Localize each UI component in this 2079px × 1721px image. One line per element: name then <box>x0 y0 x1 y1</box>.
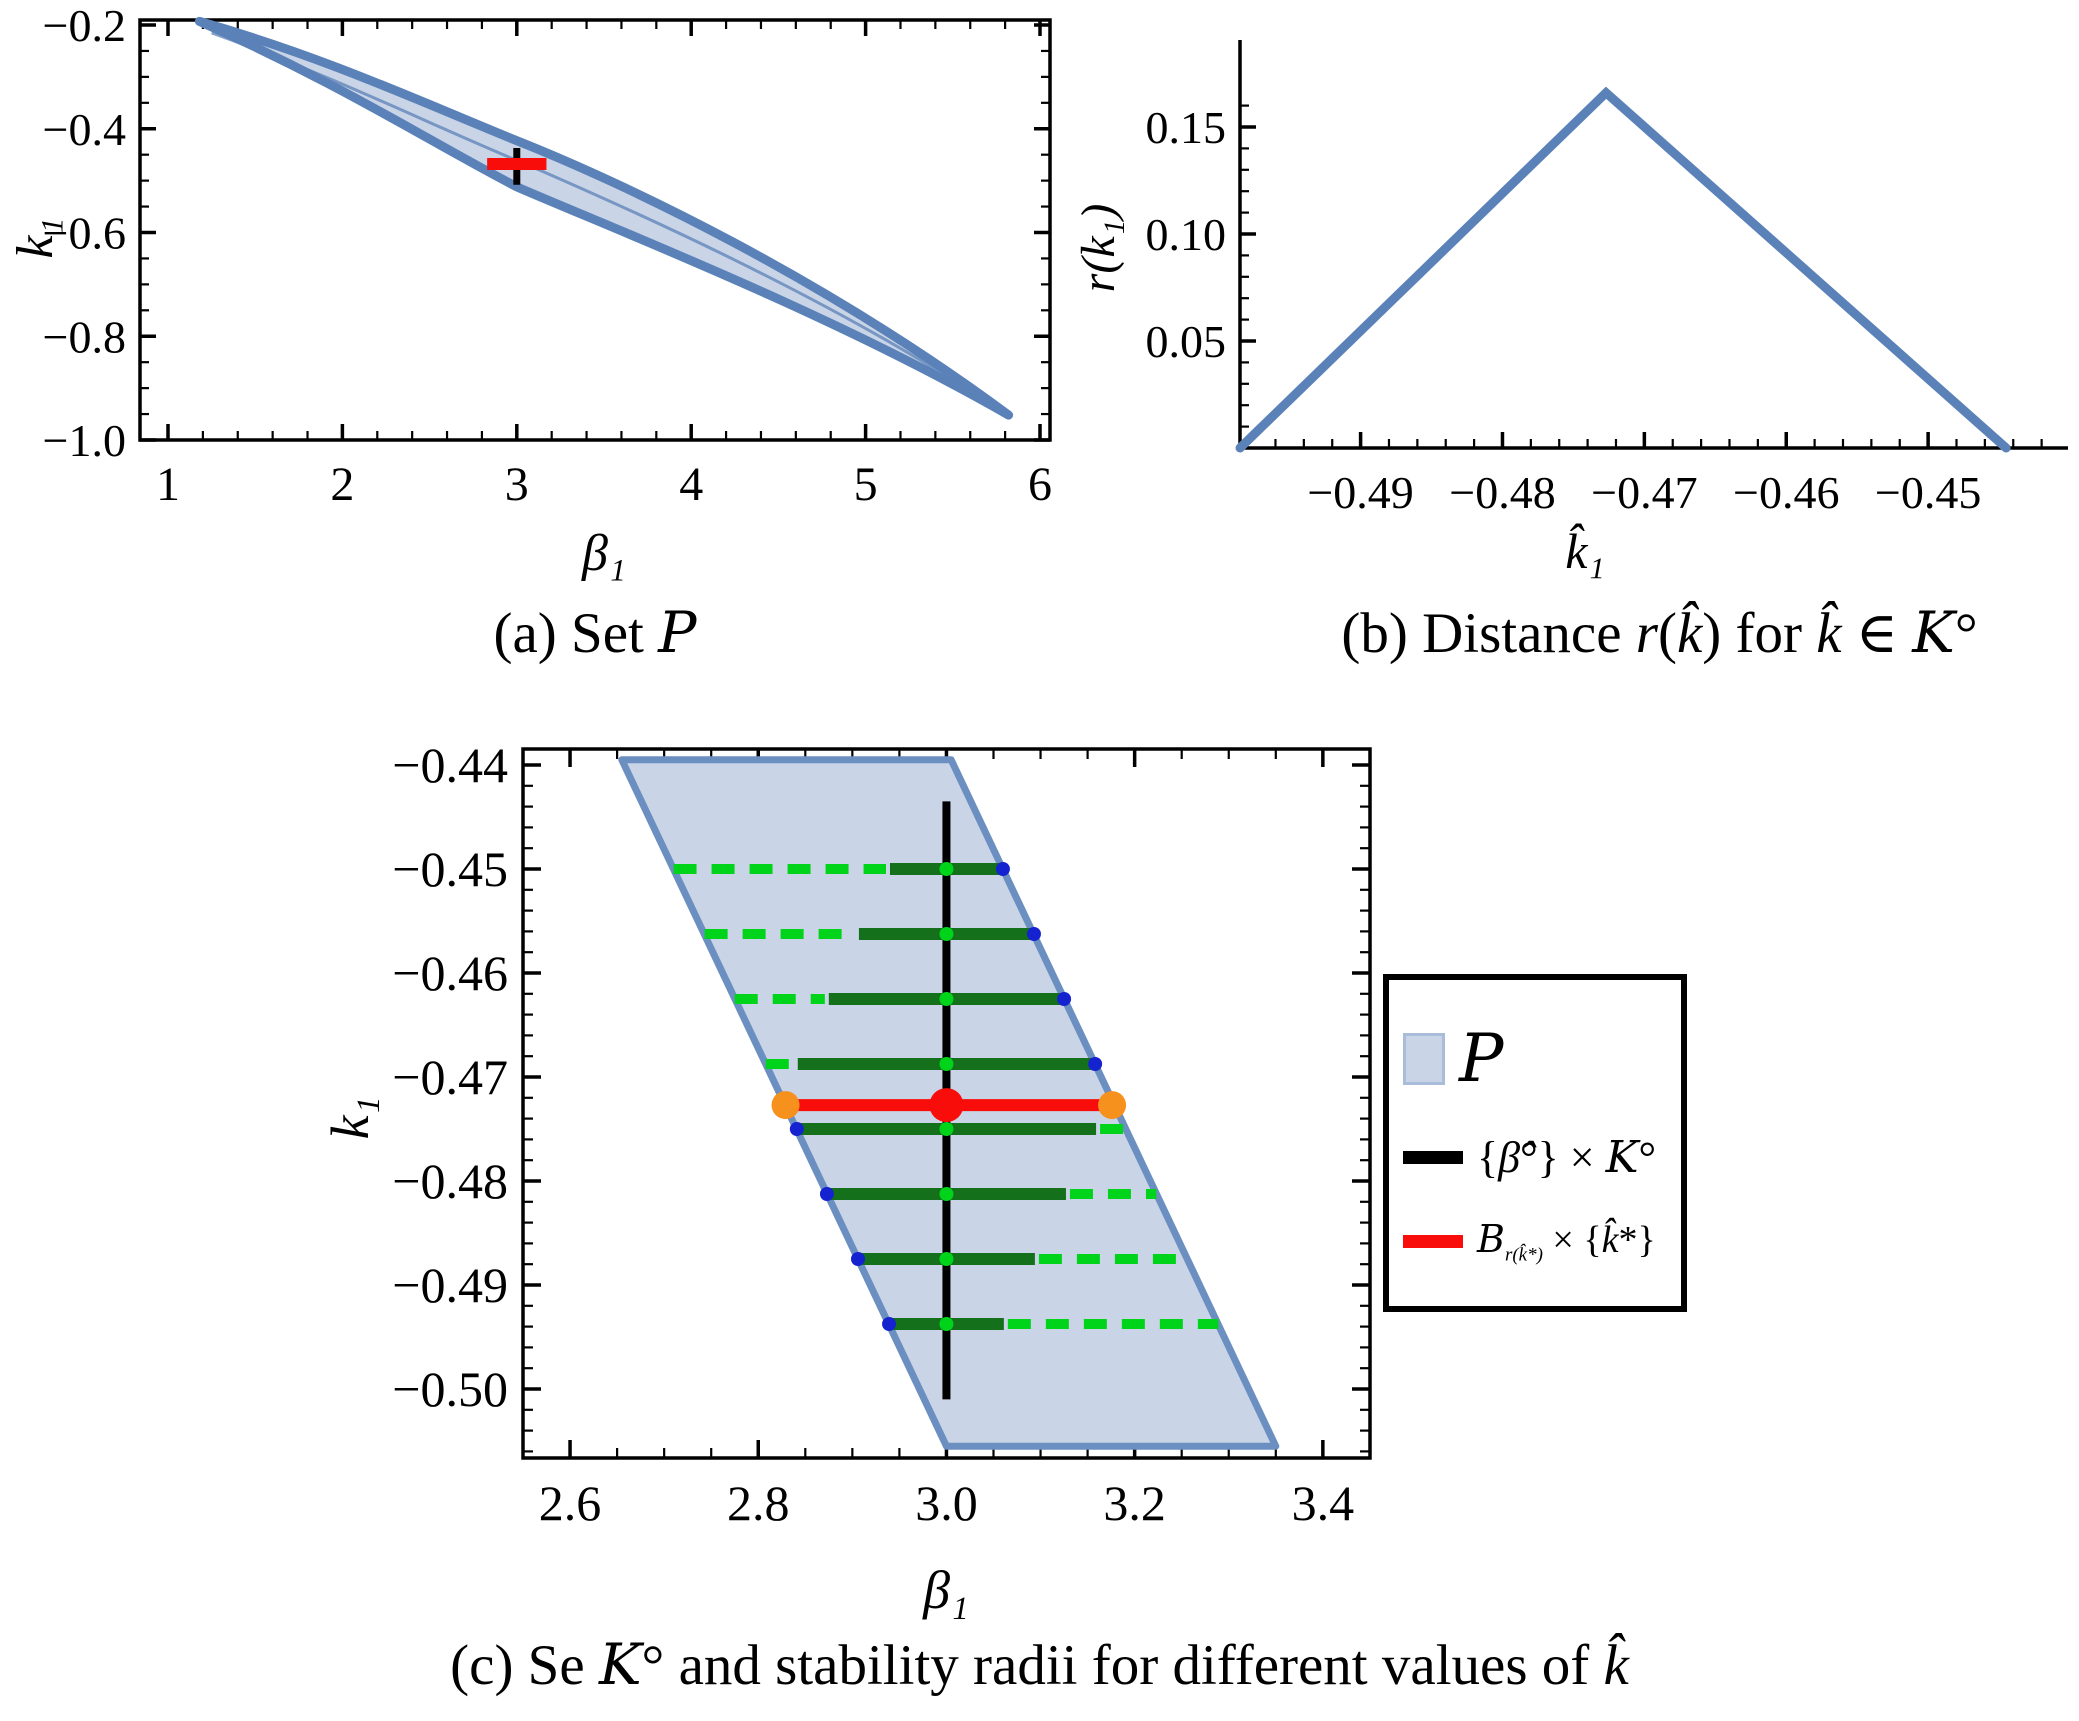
region-swatch-icon <box>1403 1032 1445 1085</box>
svg-text:0.10: 0.10 <box>1146 209 1227 260</box>
plot-a-region-inner-line <box>211 31 998 410</box>
legend-label-beta-cross-K: {β̂°} × K° <box>1477 1131 1657 1183</box>
row-center-dot <box>939 862 954 876</box>
row-boundary-dot <box>1057 992 1072 1006</box>
svg-text:−0.47: −0.47 <box>1591 467 1697 518</box>
caption-a: (a) Set P <box>493 600 697 666</box>
row-boundary-dot <box>995 862 1010 876</box>
plot-a-frame <box>138 18 1052 442</box>
svg-text:−0.8: −0.8 <box>43 311 126 362</box>
row-boundary-dot <box>1088 1057 1103 1071</box>
plot-b-xlabel: k̂₁ <box>1565 522 1605 579</box>
svg-text:−0.48: −0.48 <box>392 1153 508 1209</box>
svg-text:3.4: 3.4 <box>1292 1475 1355 1531</box>
red-row-center-dot <box>929 1088 964 1123</box>
svg-text:−0.49: −0.49 <box>392 1257 508 1313</box>
svg-text:2.8: 2.8 <box>727 1475 790 1531</box>
svg-text:2: 2 <box>330 458 354 511</box>
svg-text:−0.4: −0.4 <box>43 104 126 155</box>
row-center-dot <box>939 992 954 1006</box>
row-center-dot <box>939 927 954 941</box>
svg-text:−0.49: −0.49 <box>1307 467 1413 518</box>
plot-b-distance-curve <box>1235 86 2011 453</box>
legend-item-beta-cross-K: {β̂°} × K° <box>1403 1132 1667 1183</box>
svg-text:0.15: 0.15 <box>1146 102 1227 153</box>
svg-text:3.2: 3.2 <box>1103 1475 1166 1531</box>
red-row-right-orange-dot <box>1098 1091 1127 1120</box>
svg-text:−0.46: −0.46 <box>1733 467 1839 518</box>
plot-b-ylabel: r(k̂₁) <box>1080 204 1125 293</box>
black-line-swatch-icon <box>1403 1150 1463 1164</box>
svg-text:0.05: 0.05 <box>1146 316 1227 367</box>
row-center-dot <box>939 1057 954 1071</box>
row-boundary-dot <box>850 1252 865 1266</box>
legend-item-ball-cross-kstar: Br(k̂*) × {k̂*} <box>1403 1217 1667 1267</box>
svg-text:−0.2: −0.2 <box>43 0 126 51</box>
svg-text:6: 6 <box>1028 458 1052 511</box>
plot-c-xlabel: β₁ <box>922 1560 969 1620</box>
svg-text:−1.0: −1.0 <box>43 415 126 466</box>
red-line-swatch-icon <box>1403 1234 1463 1248</box>
legend-label-ball-cross-kstar: Br(k̂*) × {k̂*} <box>1477 1216 1656 1266</box>
plot-b-axes: 0.05 0.10 0.15 −0.49 −0.48 −0.47 −0.46 −0.45 k̂₁… <box>1080 40 2068 579</box>
svg-text:5: 5 <box>854 458 878 511</box>
plot-c-axes: 2.6 2.8 3.0 3.2 3.4 −0.44 −0.45 −0.46 −0.47 −0.48… <box>320 740 1372 1620</box>
svg-text:−0.44: −0.44 <box>392 740 508 793</box>
row-center-dot <box>939 1317 954 1331</box>
row-boundary-dot <box>882 1317 897 1331</box>
plot-c-stability-radii: 2.6 2.8 3.0 3.2 3.4 −0.44 −0.45 −0.46 −0.47 −0.48… <box>320 740 1372 1620</box>
plot-a-axes: 1 2 3 4 5 6 −0.2 −0.4 −0.6 −0.8 −1.0 β₁ k₁ <box>7 0 1052 582</box>
legend: P {β̂°} × K° Br(k̂*) × {k̂*} <box>1383 974 1687 1312</box>
svg-text:−0.45: −0.45 <box>392 841 508 897</box>
row-boundary-dot <box>789 1122 804 1136</box>
plot-a-set-P: 1 2 3 4 5 6 −0.2 −0.4 −0.6 −0.8 −1.0 β₁ k₁ <box>7 0 1052 582</box>
row-boundary-dot <box>1026 927 1041 941</box>
svg-text:−0.46: −0.46 <box>392 945 508 1001</box>
svg-text:−0.6: −0.6 <box>43 208 126 259</box>
row-center-dot <box>939 1187 954 1201</box>
caption-b: (b) Distance r(k̂) for k̂ ∈ K° <box>1341 600 1978 666</box>
plot-a-ylabel: k₁ <box>7 217 64 258</box>
svg-text:4: 4 <box>679 458 703 511</box>
legend-label-set-P: P <box>1459 1019 1504 1097</box>
svg-text:−0.50: −0.50 <box>392 1361 508 1417</box>
row-boundary-dot <box>819 1187 834 1201</box>
red-row-left-orange-dot <box>771 1091 800 1120</box>
svg-text:1: 1 <box>156 458 180 511</box>
svg-text:3: 3 <box>505 458 529 511</box>
svg-text:3.0: 3.0 <box>915 1475 978 1531</box>
svg-text:−0.45: −0.45 <box>1875 467 1981 518</box>
legend-item-set-P: P <box>1403 1020 1667 1098</box>
plot-a-region-P <box>194 16 1014 420</box>
svg-text:−0.47: −0.47 <box>392 1049 508 1105</box>
plot-c-ylabel: k₁ <box>320 1097 380 1140</box>
svg-text:2.6: 2.6 <box>539 1475 602 1531</box>
plot-b-distance-r: 0.05 0.10 0.15 −0.49 −0.48 −0.47 −0.46 −0.45 k̂₁… <box>1080 40 2068 579</box>
row-center-dot <box>939 1122 954 1136</box>
caption-c: (c) Se K° and stability radii for differ… <box>450 1632 1629 1698</box>
row-center-dot <box>939 1252 954 1266</box>
svg-text:−0.48: −0.48 <box>1449 467 1555 518</box>
plot-a-xlabel: β₁ <box>581 525 626 582</box>
